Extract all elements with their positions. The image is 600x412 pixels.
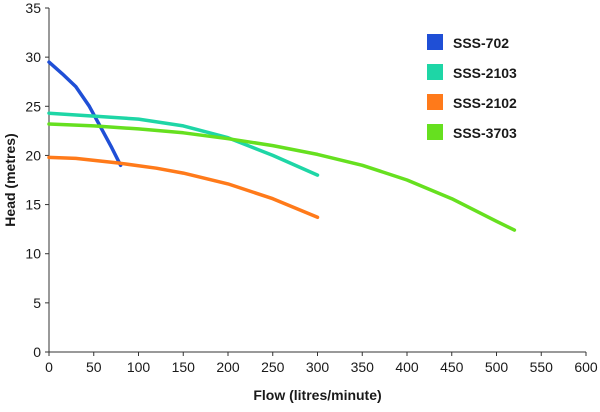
series-line-sss-702 <box>47 60 123 168</box>
legend-swatch <box>427 94 443 110</box>
legend-swatch <box>427 124 443 140</box>
y-tick-label: 25 <box>25 98 41 114</box>
y-tick-label: 5 <box>33 295 41 311</box>
series-lines <box>47 60 517 232</box>
legend-swatch <box>427 64 443 80</box>
y-tick-label: 15 <box>25 197 41 213</box>
x-tick-label: 200 <box>216 359 240 375</box>
x-tick-label: 300 <box>306 359 330 375</box>
y-tick-label: 30 <box>25 49 41 65</box>
tick-labels: 0 50 100 150 200 250 300 350 400 450 500 550 600 0 5 10… <box>25 0 597 375</box>
x-tick-label: 400 <box>395 359 419 375</box>
x-tick-label: 350 <box>351 359 375 375</box>
x-tick-label: 250 <box>261 359 285 375</box>
legend-label: SSS-2102 <box>453 95 517 111</box>
axes <box>45 7 587 356</box>
y-tick-label: 35 <box>25 0 41 16</box>
x-tick-label: 450 <box>440 359 464 375</box>
y-axis-title: Head (metres) <box>2 133 18 226</box>
series-line-sss-2103 <box>47 111 320 177</box>
series-line-sss-3703 <box>47 122 517 232</box>
x-tick-label: 150 <box>172 359 196 375</box>
series-line-sss-2102 <box>47 155 320 220</box>
legend-label: SSS-702 <box>453 35 509 51</box>
x-tick-label: 0 <box>45 359 53 375</box>
y-tick-label: 20 <box>25 147 41 163</box>
y-tick-label: 10 <box>25 246 41 262</box>
legend-label: SSS-2103 <box>453 65 517 81</box>
x-axis-title: Flow (litres/minute) <box>253 387 381 403</box>
legend: SSS-702 SSS-2103 SSS-2102 SSS-3703 <box>427 34 517 141</box>
x-tick-label: 100 <box>127 359 151 375</box>
x-tick-label: 500 <box>485 359 509 375</box>
x-tick-label: 50 <box>86 359 102 375</box>
x-tick-label: 600 <box>574 359 598 375</box>
legend-label: SSS-3703 <box>453 125 517 141</box>
x-tick-label: 550 <box>530 359 554 375</box>
legend-swatch <box>427 34 443 50</box>
y-tick-label: 0 <box>33 344 41 360</box>
